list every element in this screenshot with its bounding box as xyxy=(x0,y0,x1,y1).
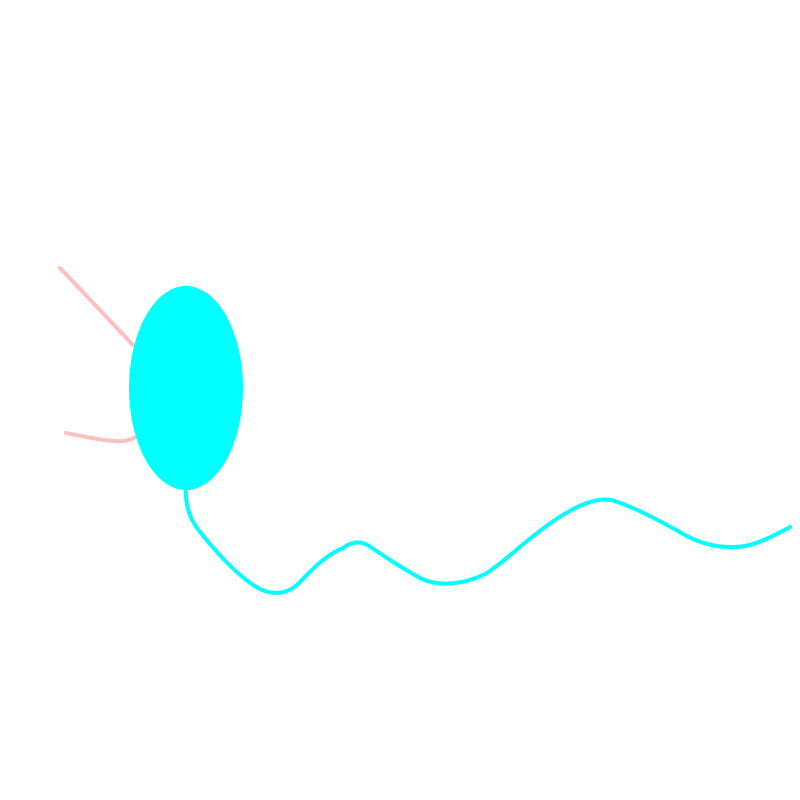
lower-side-stroke xyxy=(64,431,138,444)
balloon-body xyxy=(129,286,243,490)
balloon-string xyxy=(183,486,792,595)
upper-side-stroke xyxy=(58,266,135,347)
